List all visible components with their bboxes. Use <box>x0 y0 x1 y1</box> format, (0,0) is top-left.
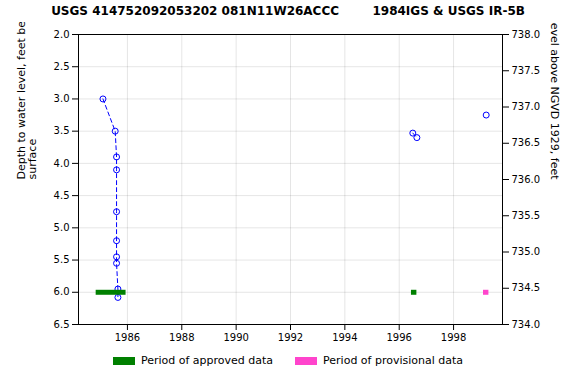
svg-text:734.5: 734.5 <box>512 282 541 293</box>
svg-text:738.0: 738.0 <box>512 29 541 40</box>
svg-text:1992: 1992 <box>278 332 303 343</box>
svg-text:5.5: 5.5 <box>54 254 70 265</box>
svg-text:1988: 1988 <box>169 332 194 343</box>
svg-text:735.0: 735.0 <box>512 246 541 257</box>
svg-text:6.5: 6.5 <box>54 319 70 330</box>
svg-text:736.5: 736.5 <box>512 137 541 148</box>
svg-text:1990: 1990 <box>223 332 248 343</box>
svg-text:2.5: 2.5 <box>54 61 70 72</box>
svg-text:Depth to water level, feet bel: Depth to water level, feet below landsur… <box>15 22 39 180</box>
html-text:USGS 414752092053202 081N11W26: USGS 414752092053202 081N11W26ACCC 1984I… <box>51 4 525 18</box>
svg-text:6.0: 6.0 <box>54 286 70 297</box>
svg-text:1996: 1996 <box>386 332 411 343</box>
svg-text:5.0: 5.0 <box>54 222 70 233</box>
svg-text:735.5: 735.5 <box>512 210 541 221</box>
svg-text:734.0: 734.0 <box>512 319 541 330</box>
html-text:Period of provisional data: Period of provisional data <box>323 354 464 367</box>
svg-text:1986: 1986 <box>115 332 140 343</box>
svg-text:3.5: 3.5 <box>54 125 70 136</box>
svg-text:2.0: 2.0 <box>54 29 70 40</box>
svg-text:3.0: 3.0 <box>54 93 70 104</box>
svg-text:4.0: 4.0 <box>54 158 70 169</box>
svg-text:737.0: 737.0 <box>512 101 541 112</box>
html-text:Period of approved data: Period of approved data <box>140 354 274 367</box>
svg-text:737.5: 737.5 <box>512 65 541 76</box>
svg-text:1998: 1998 <box>441 332 466 343</box>
svg-text:1994: 1994 <box>332 332 357 343</box>
svg-text:4.5: 4.5 <box>54 190 70 201</box>
svg-text:736.0: 736.0 <box>512 174 541 185</box>
svg-text:Groundwater level above NGVD 1: Groundwater level above NGVD 1929, feet <box>548 22 561 180</box>
